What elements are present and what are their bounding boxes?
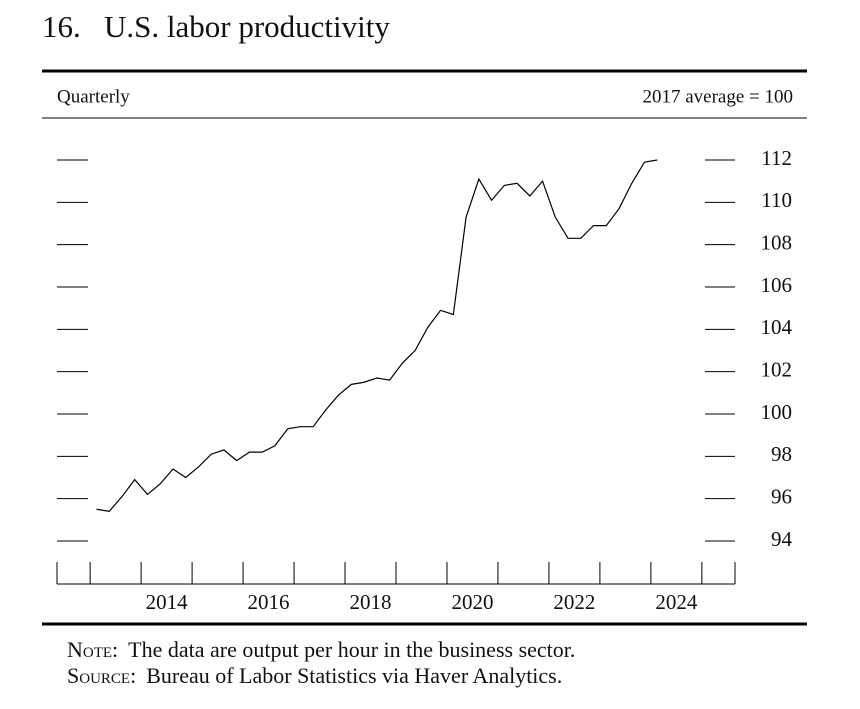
source: Source: Bureau of Labor Statistics via Ha… (67, 663, 562, 688)
source-label: Source: (67, 663, 136, 688)
subtitle-right: 2017 average = 100 (642, 86, 793, 107)
x-tick-label: 2020 (451, 590, 493, 614)
y-tick-label: 96 (771, 484, 792, 508)
y-tick-label: 104 (761, 315, 793, 339)
y-tick-label: 112 (761, 146, 792, 170)
y-tick-label: 110 (761, 188, 792, 212)
source-text: Bureau of Labor Statistics via Haver Ana… (146, 663, 562, 688)
x-tick-label: 2014 (146, 590, 189, 614)
x-tick-label: 2022 (553, 590, 595, 614)
note-label: Note: (67, 637, 118, 662)
y-tick-label: 106 (761, 273, 793, 297)
y-tick-label: 102 (761, 357, 793, 381)
note: Note: The data are output per hour in the… (67, 637, 575, 662)
subtitle-left: Quarterly (57, 86, 130, 107)
y-tick-label: 100 (761, 400, 793, 424)
y-tick-label: 94 (771, 527, 793, 551)
note-text: The data are output per hour in the busi… (128, 637, 575, 662)
x-tick-label: 2016 (248, 590, 290, 614)
chart-title: 16. U.S. labor productivity (42, 9, 390, 44)
y-tick-label: 98 (771, 442, 792, 466)
x-tick-label: 2024 (655, 590, 698, 614)
x-tick-label: 2018 (350, 590, 392, 614)
y-tick-label: 108 (761, 230, 793, 254)
data-line (96, 159, 658, 513)
